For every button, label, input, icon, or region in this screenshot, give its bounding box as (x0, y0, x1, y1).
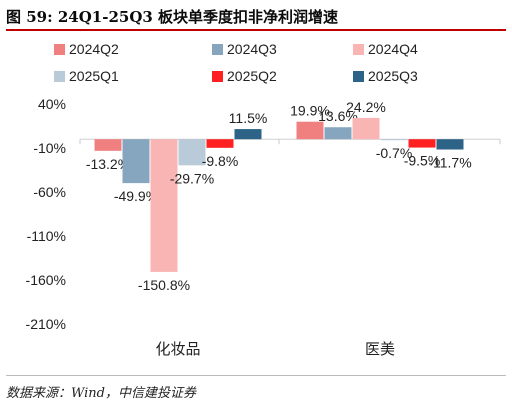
y-tick-label: -160% (26, 272, 66, 288)
bar-chart: 2024Q2 2024Q3 2024Q4 2025Q1 2025Q2 2025Q3 40% -… (26, 41, 501, 358)
bar-2024Q2-化妆品 (94, 139, 122, 151)
bar-2025Q2-医美 (408, 139, 436, 148)
data-label-2025Q3-化妆品: 11.5% (229, 110, 268, 126)
bar-2025Q1-医美 (380, 139, 408, 141)
bar-2025Q3-医美 (436, 139, 464, 150)
legend-swatch-2025Q3 (353, 71, 364, 82)
legend-label-2024Q4: 2024Q4 (368, 41, 418, 57)
legend-label-2025Q3: 2025Q3 (368, 68, 418, 84)
y-tick-label: 40% (38, 96, 66, 112)
y-tick-label: -10% (33, 140, 66, 156)
y-tick-label: -110% (27, 228, 66, 244)
legend-swatch-2025Q2 (212, 71, 223, 82)
data-label-2025Q2-医美: -9.5% (404, 153, 441, 169)
legend-swatch-2024Q2 (54, 44, 65, 55)
data-label-2025Q1-医美: -0.7% (376, 145, 413, 161)
bar-2024Q3-医美 (324, 127, 352, 140)
x-category-label: 化妆品 (155, 340, 200, 358)
title-divider (6, 29, 506, 31)
data-label-2024Q3-医美: 13.6% (318, 108, 358, 124)
legend-label-2025Q2: 2025Q2 (227, 68, 277, 84)
legend-swatch-2024Q3 (212, 44, 223, 55)
bar-2024Q2-医美 (296, 121, 324, 140)
bar-2025Q3-化妆品 (234, 129, 262, 140)
bar-2025Q1-化妆品 (178, 139, 206, 166)
legend-swatch-2025Q1 (54, 71, 65, 82)
figure-title-bar: 图 59: 24Q1-25Q3 板块单季度扣非净利润增速 (6, 4, 506, 31)
data-label-2024Q2-化妆品: -13.2% (86, 156, 130, 172)
data-label-2024Q3-化妆品: -49.9% (114, 188, 158, 204)
legend-label-2025Q1: 2025Q1 (69, 68, 119, 84)
figure-title: 图 59: 24Q1-25Q3 板块单季度扣非净利润增速 (6, 8, 339, 26)
data-label-2024Q2-医美: 19.9% (290, 103, 330, 119)
bar-2024Q4-医美 (352, 117, 380, 140)
data-label-2025Q3-医美: -11.7% (428, 154, 471, 170)
y-tick-label: -60% (33, 184, 66, 200)
bar-2025Q2-化妆品 (206, 139, 234, 148)
source-note: 数据来源：Wind，中信建投证券 (6, 386, 196, 401)
data-label-2025Q2-化妆品: -9.8% (202, 153, 239, 169)
bar-2024Q3-化妆品 (122, 139, 150, 184)
legend-label-2024Q2: 2024Q2 (69, 41, 119, 57)
data-label-2024Q4-化妆品: -150.8% (138, 277, 190, 293)
legend-swatch-2024Q4 (353, 44, 364, 55)
source-divider (6, 375, 506, 376)
data-label-2024Q4-医美: 24.2% (346, 99, 386, 115)
bar-2024Q4-化妆品 (150, 139, 178, 272)
x-category-label: 医美 (365, 340, 395, 358)
data-label-2025Q1-化妆品: -29.7% (170, 170, 214, 186)
y-tick-label: -210% (26, 316, 66, 332)
legend-label-2024Q3: 2024Q3 (227, 41, 277, 57)
